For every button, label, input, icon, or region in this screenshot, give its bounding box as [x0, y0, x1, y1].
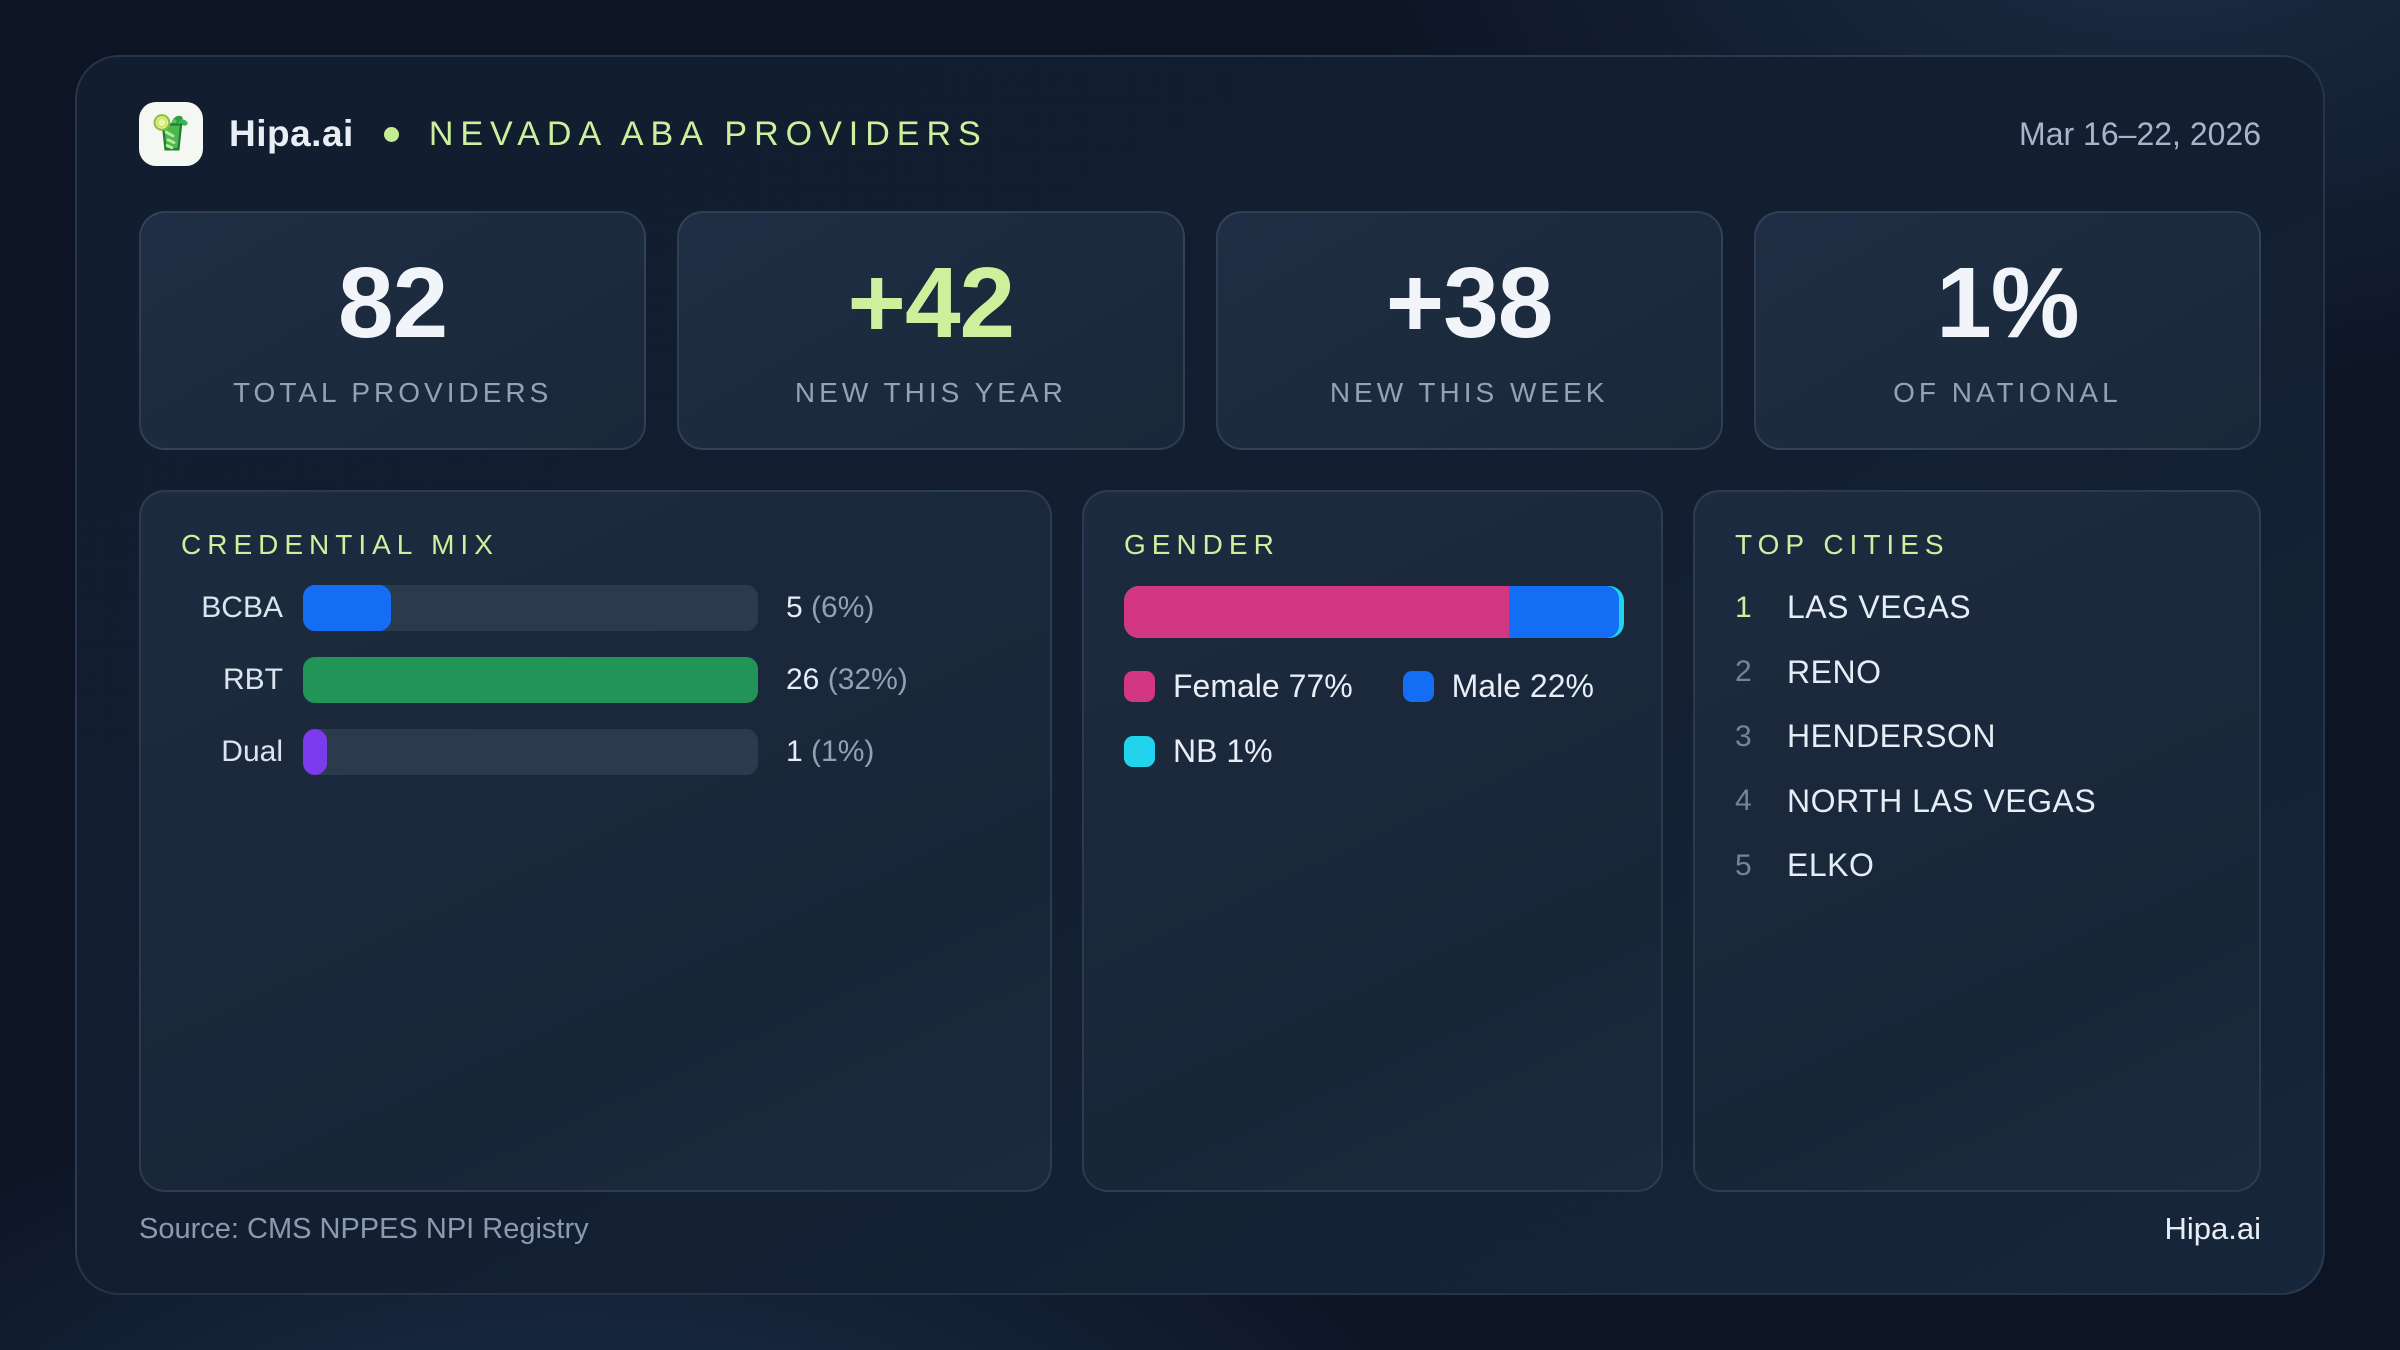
stat-label: NEW THIS YEAR: [794, 376, 1067, 408]
legend-label: Male 22%: [1451, 667, 1594, 704]
credential-row-bcba: BCBA 5 (6%): [181, 572, 1010, 644]
stat-label: TOTAL PROVIDERS: [232, 376, 553, 408]
city-rank: 2: [1735, 655, 1752, 689]
legend-item-nb: NB 1%: [1124, 733, 1273, 770]
bar-value: 26 (32%): [786, 662, 908, 696]
bar-track: [303, 656, 758, 703]
stat-value: 82: [338, 246, 448, 359]
gender-panel: GENDER Female 77% Male 22% NB 1%: [1082, 490, 1663, 1192]
bar-value: 1 (1%): [786, 734, 875, 768]
stat-value: +42: [847, 246, 1016, 359]
footer: Source: CMS NPPES NPI Registry Hipa.ai: [139, 1211, 2261, 1247]
credential-mix-panel: CREDENTIAL MIX BCBA 5 (6%) RBT 26 (32%): [139, 490, 1052, 1192]
stat-value: +38: [1385, 246, 1554, 359]
brand-name: Hipa.ai: [229, 113, 354, 154]
stat-card-of-national: 1% OF NATIONAL: [1753, 211, 2261, 450]
hipa-logo: [139, 102, 203, 166]
header: Hipa.ai NEVADA ABA PROVIDERS Mar 16–22, …: [139, 99, 2261, 169]
footer-brand: Hipa.ai: [2164, 1211, 2262, 1246]
credential-bars: BCBA 5 (6%) RBT 26 (32%) Dual: [181, 572, 1010, 788]
city-name: NORTH LAS VEGAS: [1787, 782, 2097, 819]
legend-label: Female 77%: [1173, 667, 1353, 704]
city-rank: 4: [1735, 784, 1752, 818]
legend-item-female: Female 77%: [1124, 668, 1353, 705]
city-list: 1 LAS VEGAS 2 RENO 3 HENDERSON 4 NORTH L…: [1735, 576, 2219, 899]
page-title: NEVADA ABA PROVIDERS: [428, 114, 988, 153]
gender-legend-row-2: NB 1%: [1124, 733, 1621, 770]
mojito-glass-icon: [153, 114, 188, 151]
city-name: RENO: [1787, 653, 1882, 690]
gender-segment-male: [1509, 585, 1619, 638]
bar-fill: [303, 656, 758, 703]
bar-fill: [303, 728, 327, 775]
list-item: 3 HENDERSON: [1735, 705, 2219, 770]
city-name: LAS VEGAS: [1787, 589, 1972, 626]
bar-label: BCBA: [201, 590, 283, 624]
credential-row-rbt: RBT 26 (32%): [181, 644, 1010, 716]
source-attribution: Source: CMS NPPES NPI Registry: [139, 1212, 589, 1245]
legend-label: NB 1%: [1173, 732, 1273, 769]
dashboard-card: Hipa.ai NEVADA ABA PROVIDERS Mar 16–22, …: [75, 55, 2325, 1295]
gender-title: GENDER: [1124, 529, 1280, 560]
credential-row-dual: Dual 1 (1%): [181, 716, 1010, 788]
list-item: 5 ELKO: [1735, 834, 2219, 899]
city-rank: 1: [1735, 590, 1752, 624]
bar-track: [303, 584, 758, 631]
city-name: HENDERSON: [1787, 718, 1996, 755]
bar-track: [303, 728, 758, 775]
stat-card-new-this-week: +38 NEW THIS WEEK: [1215, 211, 1723, 450]
city-rank: 3: [1735, 719, 1752, 753]
nb-swatch-icon: [1124, 735, 1155, 767]
panels-row: CREDENTIAL MIX BCBA 5 (6%) RBT 26 (32%): [139, 490, 2261, 1192]
date-range: Mar 16–22, 2026: [2019, 115, 2261, 152]
separator-dot-icon: [383, 126, 399, 142]
list-item: 1 LAS VEGAS: [1735, 576, 2219, 641]
bar-label: Dual: [221, 734, 283, 768]
male-swatch-icon: [1402, 670, 1434, 702]
stat-label: OF NATIONAL: [1893, 376, 2122, 408]
top-cities-panel: TOP CITIES 1 LAS VEGAS 2 RENO 3 HENDERSO…: [1693, 490, 2261, 1192]
stat-value: 1%: [1936, 246, 2080, 359]
stat-label: NEW THIS WEEK: [1329, 376, 1609, 408]
top-cities-title: TOP CITIES: [1735, 529, 1950, 560]
bar-fill: [303, 584, 391, 631]
stat-card-new-this-year: +42 NEW THIS YEAR: [677, 211, 1185, 450]
credential-mix-title: CREDENTIAL MIX: [181, 529, 499, 560]
list-item: 2 RENO: [1735, 640, 2219, 705]
bar-label: RBT: [223, 662, 283, 696]
city-name: ELKO: [1787, 847, 1875, 884]
female-swatch-icon: [1124, 670, 1155, 702]
gender-segment-female: [1124, 585, 1509, 638]
stat-cards-row: 82 TOTAL PROVIDERS +42 NEW THIS YEAR +38…: [139, 211, 2261, 450]
bar-value: 5 (6%): [786, 590, 875, 624]
list-item: 4 NORTH LAS VEGAS: [1735, 769, 2219, 834]
gender-legend-row-1: Female 77% Male 22%: [1124, 668, 1621, 705]
stat-card-total-providers: 82 TOTAL PROVIDERS: [139, 211, 647, 450]
city-rank: 5: [1735, 848, 1752, 882]
gender-stacked-bar: [1124, 585, 1624, 638]
legend-item-male: Male 22%: [1402, 667, 1594, 705]
